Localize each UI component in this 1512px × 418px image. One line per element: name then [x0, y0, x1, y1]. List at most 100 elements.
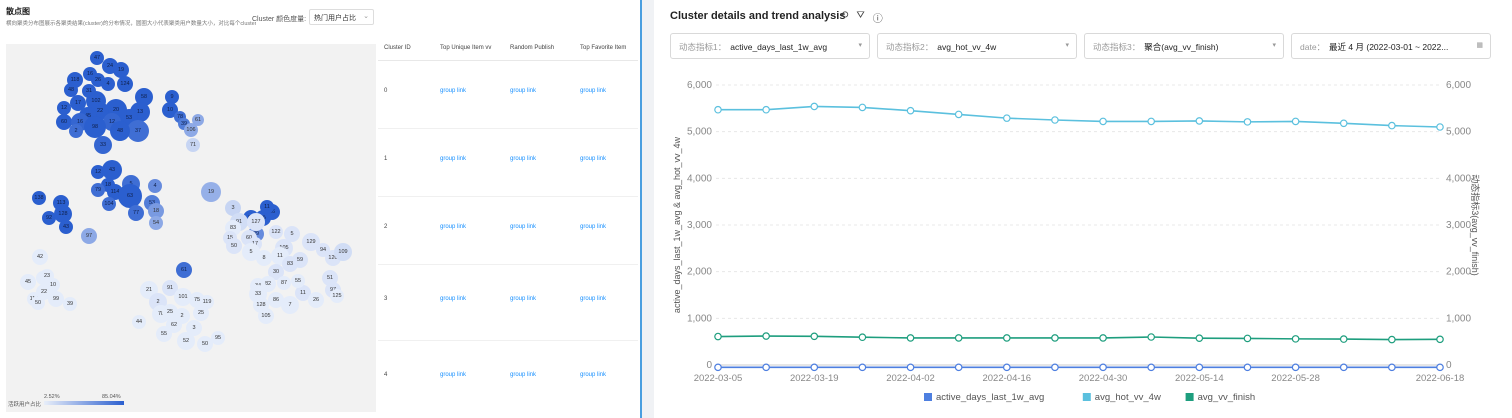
cluster-bubble[interactable]: 87	[277, 276, 291, 290]
data-point-avg_vv_finish[interactable]	[1436, 335, 1444, 344]
cluster-bubble[interactable]: 58	[135, 88, 153, 106]
data-point-active_days_last_1w_avg[interactable]	[762, 363, 770, 372]
cluster-bubble[interactable]: 25	[193, 305, 209, 321]
cell-link[interactable]: group link	[510, 156, 537, 162]
cluster-bubble[interactable]: 19	[113, 62, 129, 78]
data-point-active_days_last_1w_avg[interactable]	[1099, 363, 1107, 372]
cluster-bubble[interactable]: 50	[197, 336, 213, 352]
cell-link[interactable]: group link	[580, 156, 607, 162]
data-point-avg_vv_finish[interactable]	[1388, 335, 1396, 344]
cluster-bubble[interactable]: 54	[149, 216, 163, 230]
date-range-picker[interactable]: date： 最近 4 月 (2022-03-01 ~ 2022... ▦	[1291, 33, 1491, 59]
cell-link[interactable]: group link	[440, 88, 467, 94]
data-point-avg_vv_finish[interactable]	[858, 333, 867, 342]
th-top-favorite[interactable]: Top Favorite Item	[580, 45, 627, 51]
cluster-bubble[interactable]: 127	[247, 213, 265, 231]
data-point-avg_hot_vv_4w[interactable]	[1388, 121, 1396, 130]
data-point-avg_vv_finish[interactable]	[1099, 334, 1107, 342]
data-point-avg_hot_vv_4w[interactable]	[1195, 117, 1204, 125]
data-point-avg_vv_finish[interactable]	[714, 332, 722, 341]
cluster-bubble[interactable]: 129	[302, 233, 320, 251]
data-point-avg_hot_vv_4w[interactable]	[1051, 116, 1059, 124]
cluster-bubble[interactable]: 98	[84, 116, 106, 138]
cell-link[interactable]: group link	[440, 372, 467, 378]
data-point-avg_hot_vv_4w[interactable]	[810, 102, 819, 111]
cluster-bubble[interactable]: 99	[48, 291, 64, 307]
data-point-avg_vv_finish[interactable]	[1291, 335, 1300, 343]
data-point-active_days_last_1w_avg[interactable]	[906, 363, 915, 372]
data-point-avg_hot_vv_4w[interactable]	[1339, 119, 1348, 128]
cluster-bubble[interactable]: 48	[110, 121, 130, 141]
cluster-bubble[interactable]: 12	[91, 165, 105, 179]
data-point-avg_hot_vv_4w[interactable]	[1147, 117, 1156, 126]
data-point-active_days_last_1w_avg[interactable]	[1291, 363, 1300, 372]
cluster-bubble[interactable]: 92	[42, 211, 56, 225]
data-point-active_days_last_1w_avg[interactable]	[1243, 363, 1252, 372]
data-point-avg_hot_vv_4w[interactable]	[1243, 118, 1252, 126]
cluster-bubble[interactable]: 60	[56, 114, 72, 130]
data-point-active_days_last_1w_avg[interactable]	[954, 363, 963, 372]
data-point-avg_vv_finish[interactable]	[762, 332, 770, 340]
cluster-bubble[interactable]: 125	[330, 289, 344, 303]
data-point-avg_vv_finish[interactable]	[1339, 335, 1348, 343]
cluster-bubble[interactable]: 4	[148, 179, 162, 193]
cell-link[interactable]: group link	[510, 88, 537, 94]
data-point-avg_hot_vv_4w[interactable]	[1436, 123, 1444, 131]
data-point-avg_vv_finish[interactable]	[1195, 334, 1204, 342]
cluster-bubble[interactable]: 8	[256, 250, 272, 266]
cluster-bubble[interactable]: 7	[281, 296, 299, 314]
data-point-active_days_last_1w_avg[interactable]	[810, 363, 819, 372]
data-point-active_days_last_1w_avg[interactable]	[1436, 363, 1444, 372]
cluster-bubble[interactable]: 19	[201, 182, 221, 202]
info-icon[interactable]: ⓘ	[872, 14, 883, 25]
trend-line-chart[interactable]: 6,000 6,000 5,000 5,000 4,000 4,000 3,000 3,000…	[654, 0, 1512, 418]
cluster-bubble[interactable]: 101	[174, 288, 192, 306]
cluster-bubble[interactable]: 105	[258, 308, 274, 324]
cluster-bubble[interactable]: 2	[69, 124, 83, 138]
cluster-bubble[interactable]: 5	[242, 243, 260, 261]
data-point-active_days_last_1w_avg[interactable]	[714, 363, 722, 372]
legend-label-avg_vv_finish[interactable]: avg_vv_finish	[1198, 392, 1256, 403]
cluster-bubble[interactable]: 11	[260, 200, 274, 214]
cluster-bubble[interactable]: 138	[32, 191, 46, 205]
data-point-avg_vv_finish[interactable]	[1002, 334, 1011, 342]
legend-gradient[interactable]	[44, 401, 124, 405]
cell-link[interactable]: group link	[510, 224, 537, 230]
cluster-bubble[interactable]: 17	[70, 95, 86, 111]
data-point-avg_hot_vv_4w[interactable]	[858, 103, 867, 112]
legend-label-avg_hot_vv_4w[interactable]: avg_hot_vv_4w	[1095, 392, 1161, 403]
cluster-bubble[interactable]: 3	[225, 200, 241, 216]
cluster-bubble[interactable]: 4	[101, 77, 115, 91]
data-point-avg_vv_finish[interactable]	[906, 334, 915, 342]
metric3-select[interactable]: 动态指标3： 聚合(avg_vv_finish) ▾	[1084, 33, 1284, 59]
data-point-avg_hot_vv_4w[interactable]	[954, 110, 963, 119]
bubble-chart[interactable]: 47 24 16 19 26 118 4 124 31 48 102 58 13 17 12 53 20 22 12…	[6, 44, 376, 412]
cell-link[interactable]: group link	[440, 156, 467, 162]
cluster-bubble[interactable]: 37	[127, 120, 149, 142]
cluster-bubble[interactable]: 97	[81, 228, 97, 244]
cluster-bubble[interactable]: 18	[148, 203, 164, 219]
metric1-select[interactable]: 动态指标1： active_days_last_1w_avg ▾	[670, 33, 870, 59]
data-point-avg_hot_vv_4w[interactable]	[1291, 117, 1300, 126]
th-top-unique[interactable]: Top Unique Item vv	[440, 45, 492, 51]
cell-link[interactable]: group link	[580, 372, 607, 378]
data-point-active_days_last_1w_avg[interactable]	[1147, 363, 1156, 372]
cluster-bubble[interactable]: 44	[132, 315, 146, 329]
data-point-active_days_last_1w_avg[interactable]	[858, 363, 867, 372]
cluster-bubble[interactable]: 95	[211, 331, 225, 345]
data-point-avg_hot_vv_4w[interactable]	[906, 106, 915, 115]
cell-link[interactable]: group link	[440, 296, 467, 302]
cluster-bubble[interactable]: 63	[118, 184, 142, 208]
cluster-bubble[interactable]: 50	[31, 296, 45, 310]
data-point-avg_hot_vv_4w[interactable]	[762, 105, 770, 114]
cluster-bubble[interactable]: 71	[186, 138, 200, 152]
cluster-bubble[interactable]: 5	[284, 226, 300, 242]
cluster-bubble[interactable]: 79	[91, 183, 105, 197]
data-point-avg_vv_finish[interactable]	[1147, 333, 1156, 341]
cluster-bubble[interactable]: 55	[291, 274, 305, 288]
data-point-avg_hot_vv_4w[interactable]	[1099, 117, 1107, 126]
cluster-bubble[interactable]: 109	[334, 243, 352, 261]
cluster-bubble[interactable]: 77	[128, 205, 144, 221]
cell-link[interactable]: group link	[580, 296, 607, 302]
data-point-avg_vv_finish[interactable]	[810, 332, 819, 341]
